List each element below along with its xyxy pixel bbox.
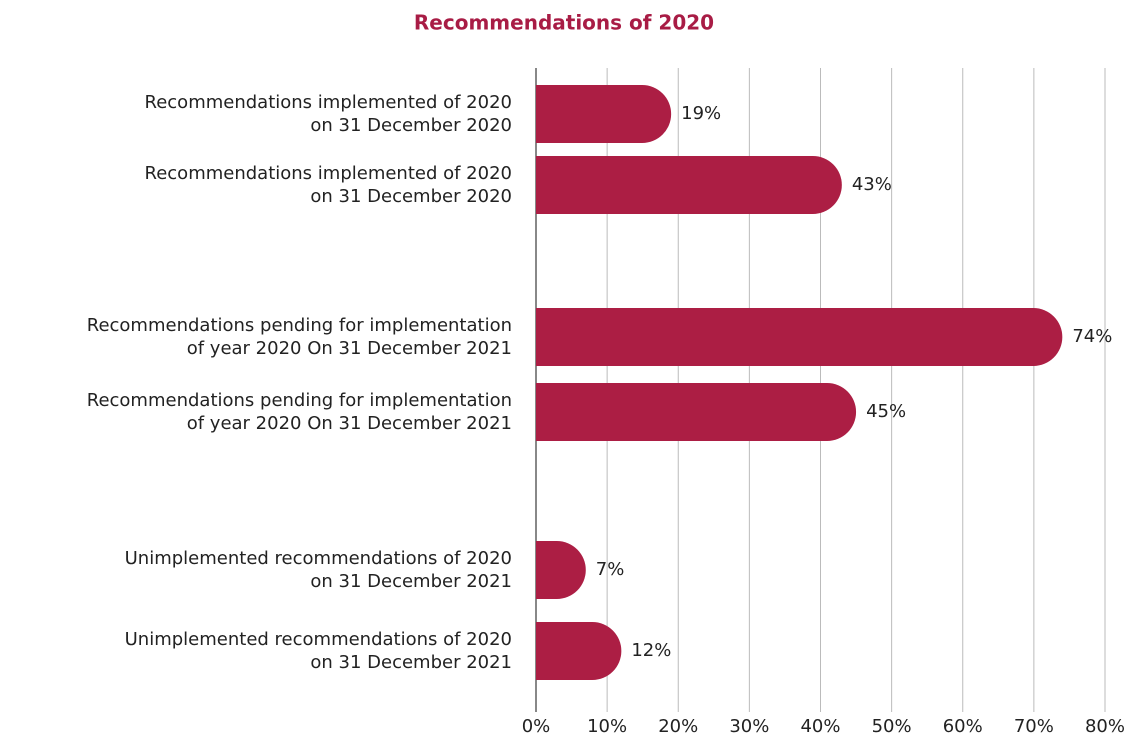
data-label: 19% bbox=[681, 103, 721, 124]
data-label: 43% bbox=[852, 174, 892, 195]
x-tick-label: 30% bbox=[729, 716, 769, 737]
x-tick-label: 40% bbox=[800, 716, 840, 737]
x-tick-label: 50% bbox=[872, 716, 912, 737]
y-tick-label: Recommendations implemented of 2020 on 3… bbox=[144, 92, 512, 136]
x-tick-label: 0% bbox=[522, 716, 551, 737]
y-tick-label: Unimplemented recommendations of 2020 on… bbox=[124, 629, 512, 673]
bar bbox=[536, 622, 622, 680]
x-tick-label: 20% bbox=[658, 716, 698, 737]
bar bbox=[536, 156, 842, 214]
bar bbox=[536, 541, 586, 599]
x-tick-label: 70% bbox=[1014, 716, 1054, 737]
x-tick-label: 10% bbox=[587, 716, 627, 737]
data-label: 12% bbox=[631, 640, 671, 661]
x-tick-label: 80% bbox=[1085, 716, 1125, 737]
data-label: 74% bbox=[1072, 326, 1112, 347]
chart-title: Recommendations of 2020 bbox=[414, 11, 714, 35]
bar bbox=[536, 383, 857, 441]
y-tick-label: Recommendations implemented of 2020 on 3… bbox=[144, 163, 512, 207]
x-tick-label: 60% bbox=[943, 716, 983, 737]
y-tick-label: Recommendations pending for implementati… bbox=[86, 390, 512, 434]
y-tick-label: Unimplemented recommendations of 2020 on… bbox=[124, 548, 512, 592]
data-label: 7% bbox=[596, 559, 625, 580]
data-label: 45% bbox=[866, 401, 906, 422]
bar bbox=[536, 85, 672, 143]
y-tick-label: Recommendations pending for implementati… bbox=[86, 315, 512, 359]
bar bbox=[536, 308, 1063, 366]
